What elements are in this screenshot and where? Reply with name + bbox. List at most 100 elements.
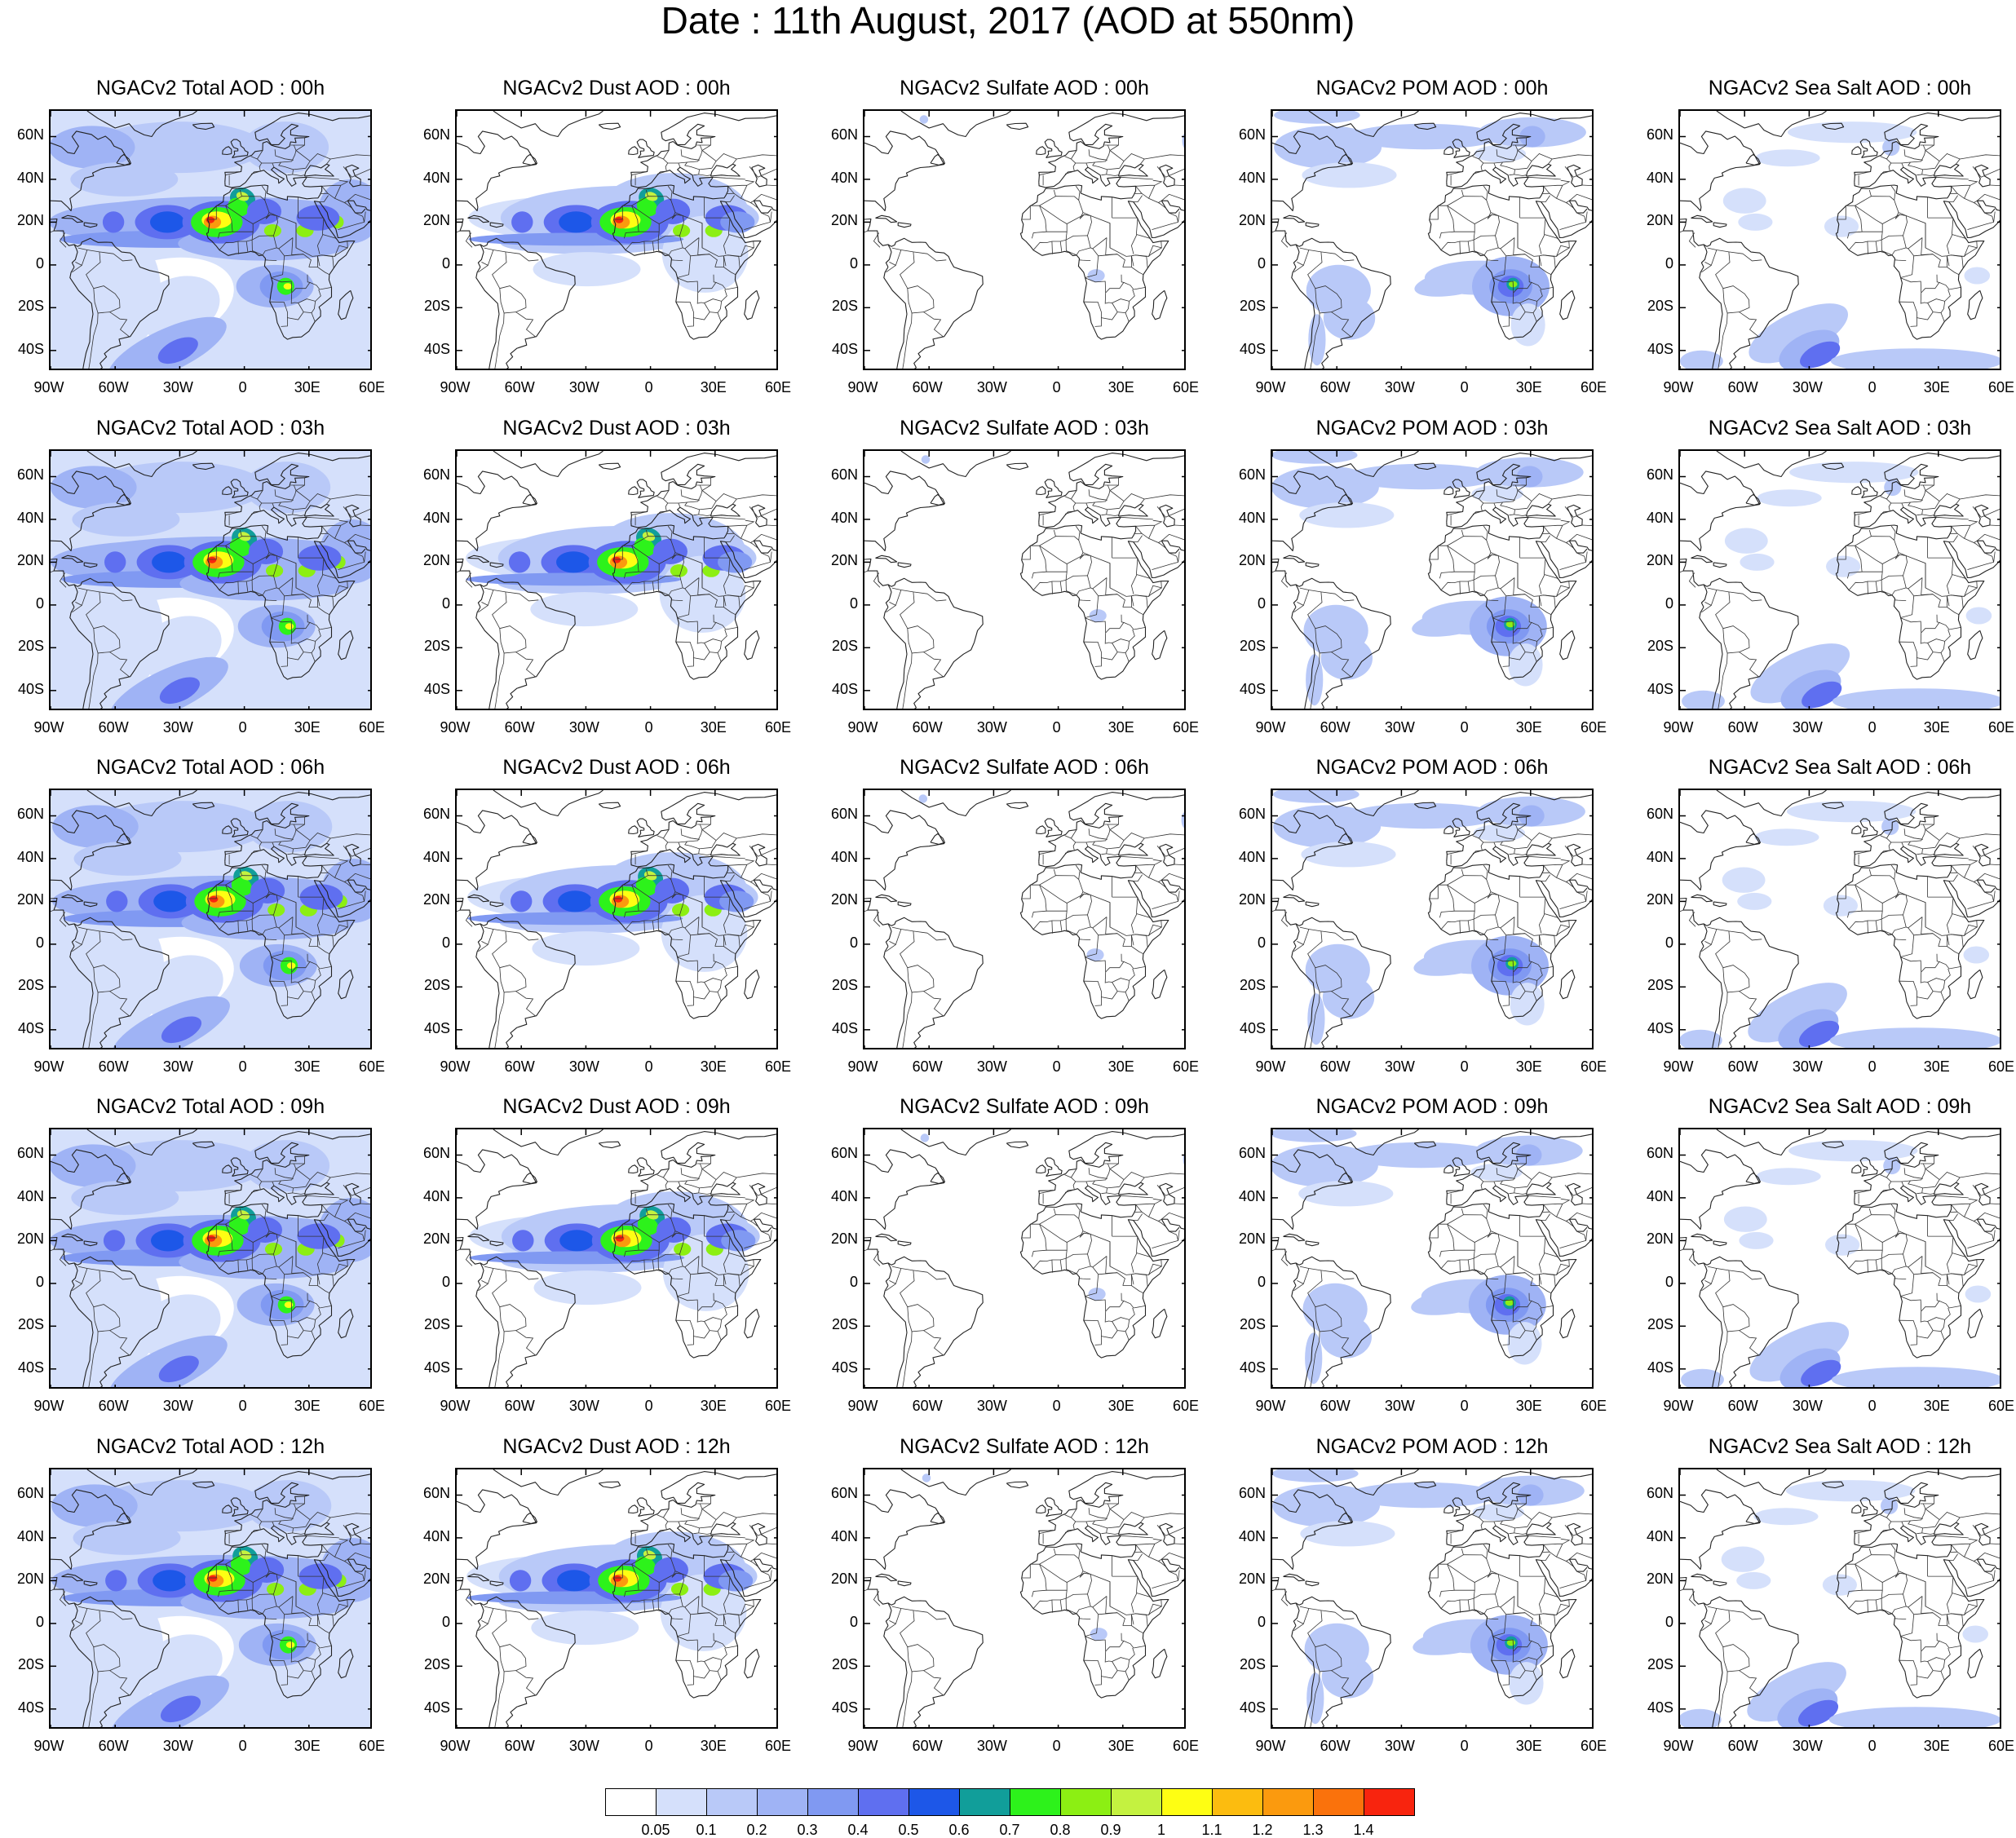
border-27 <box>321 897 325 914</box>
border-33 <box>690 1612 718 1626</box>
border-32 <box>1894 259 1907 261</box>
lon-tick-label: 60W <box>912 719 943 736</box>
border-37 <box>298 643 316 662</box>
lon-tick-label: 30E <box>294 1398 321 1414</box>
border-59 <box>1119 1172 1145 1187</box>
border-46 <box>1946 234 1953 254</box>
border-5 <box>1722 965 1750 992</box>
aod-contour-1 <box>1348 802 1500 829</box>
lon-tick-label: 60W <box>1727 1058 1758 1075</box>
coastline-5 <box>1821 1141 1845 1149</box>
aod-contour-4 <box>1680 1029 1722 1048</box>
border-47 <box>741 581 754 597</box>
border-52 <box>1075 484 1111 504</box>
border-75 <box>1960 833 2000 839</box>
border-33 <box>690 1272 718 1286</box>
coastline-12 <box>1525 503 1556 517</box>
border-8 <box>1315 251 1323 267</box>
border-2 <box>873 232 881 248</box>
border-57 <box>1917 1187 1923 1195</box>
coastline-10 <box>230 479 249 498</box>
border-64 <box>1542 1544 1550 1553</box>
border-18 <box>1881 1258 1893 1275</box>
border-40 <box>1939 1301 1961 1309</box>
border-16 <box>643 920 645 934</box>
border-15 <box>1848 1250 1883 1269</box>
coastline-11 <box>1443 146 1454 156</box>
border-24 <box>1490 1571 1499 1575</box>
border-46 <box>316 913 324 934</box>
lat-tick-label: 20S <box>423 1316 450 1333</box>
aod-contour-8 <box>1740 553 1775 571</box>
aod-contour-8 <box>1736 1571 1771 1589</box>
lat-tick-label: 20N <box>830 1230 858 1248</box>
border-67 <box>1964 864 1971 878</box>
border-35 <box>1492 277 1514 294</box>
pom-aod-field <box>1272 111 1592 369</box>
aod-contour-7 <box>1724 528 1768 554</box>
colorbar-swatch <box>1212 1788 1263 1816</box>
border-23 <box>1871 196 1894 201</box>
border-69 <box>1974 881 1982 888</box>
aod-contour-4 <box>66 226 161 355</box>
lat-tick-label: 40N <box>1646 1527 1673 1544</box>
lon-tick-label: 90W <box>1663 379 1694 395</box>
border-27 <box>1135 218 1138 235</box>
border-57 <box>693 509 700 516</box>
border-24 <box>1490 1230 1499 1235</box>
border-70 <box>744 552 771 570</box>
border-15 <box>1032 1250 1068 1269</box>
lat-tick-label: 0 <box>849 934 858 951</box>
border-14 <box>1454 1582 1475 1591</box>
border-75 <box>736 494 776 500</box>
coastline-15 <box>489 1240 504 1247</box>
border-38 <box>1509 652 1526 661</box>
border-30 <box>1906 1256 1923 1268</box>
border-69 <box>344 1561 352 1567</box>
lat-tick-label: 40N <box>422 848 450 865</box>
lon-tick-label: 60E <box>1987 1058 2015 1075</box>
coastline-14 <box>1691 214 1713 223</box>
aod-contour-24 <box>207 556 217 563</box>
border-2 <box>1280 912 1289 927</box>
border-60 <box>295 137 311 161</box>
border-57 <box>693 848 700 855</box>
border-69 <box>750 1561 758 1567</box>
border-54 <box>1496 149 1515 161</box>
border-68 <box>1152 1538 1163 1544</box>
border-11 <box>1039 1563 1162 1615</box>
border-23 <box>1463 1214 1487 1219</box>
lon-tick-label: 60W <box>1320 379 1351 395</box>
lon-tick-label: 60E <box>764 719 792 736</box>
border-22 <box>1483 185 1488 201</box>
border-39 <box>1927 978 1946 992</box>
lon-tick-label: 90W <box>33 1398 64 1414</box>
border-56 <box>684 501 712 510</box>
border-32 <box>265 939 277 940</box>
border-58 <box>1921 853 1934 855</box>
coastline-10 <box>1859 139 1878 158</box>
coastline-8 <box>1568 1558 1592 1572</box>
lat-tick-label: 40S <box>1647 1699 1673 1716</box>
border-21 <box>1486 1218 1492 1238</box>
coastline-15 <box>83 1580 98 1587</box>
border-51 <box>250 1174 263 1193</box>
lat-tick-label: 60N <box>422 466 450 484</box>
border-3 <box>1299 587 1336 594</box>
border-41 <box>308 607 330 616</box>
border-48 <box>315 1307 321 1320</box>
border-68 <box>1152 1198 1163 1204</box>
border-59 <box>1527 493 1553 509</box>
border-63 <box>321 524 341 527</box>
lon-tick-label: 90W <box>33 719 64 736</box>
colorbar-swatch <box>1364 1788 1415 1816</box>
coastline-13 <box>1974 504 1991 528</box>
border-39 <box>1927 638 1946 653</box>
coastline-10 <box>1044 818 1063 837</box>
border-55 <box>678 1521 681 1527</box>
border-14 <box>1862 1582 1883 1591</box>
border-55 <box>1085 502 1089 508</box>
lat-tick-label: 20N <box>830 552 858 569</box>
border-17 <box>652 1599 655 1610</box>
border-62 <box>307 516 339 520</box>
